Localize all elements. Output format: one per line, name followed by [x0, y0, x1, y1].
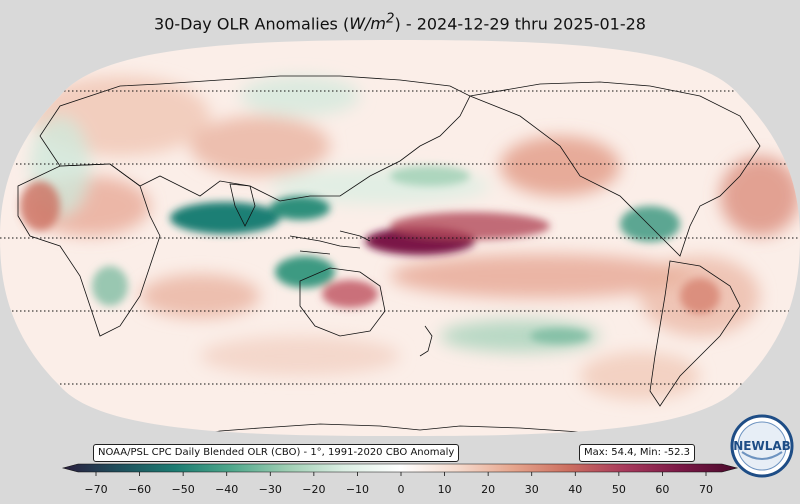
- colorbar: −70 −60 −50 −40 −30 −20 −10 0 10 20 30 40 50 60 70: [0, 460, 800, 500]
- data-source-note: NOAA/PSL CPC Daily Blended OLR (CBO) - 1…: [93, 444, 460, 462]
- colorbar-tick-label: −30: [259, 483, 282, 496]
- coastlines: [17, 75, 761, 436]
- colorbar-tick-label: −70: [84, 483, 107, 496]
- strong-anomalies: [20, 166, 720, 344]
- newlab-logo: NEWLAB: [730, 414, 794, 478]
- central-america-anomaly: [620, 206, 680, 242]
- colorbar-tick-label: 60: [655, 483, 669, 496]
- northern-australia-anomaly: [275, 256, 335, 288]
- south-america-outline: [649, 260, 741, 407]
- colorbar-tick-label: −20: [302, 483, 325, 496]
- north-america-outline: [468, 81, 761, 257]
- central-pacific-anomaly: [390, 212, 550, 240]
- colorbar-tick-label: 0: [398, 483, 405, 496]
- colorbar-tick-label: 50: [612, 483, 626, 496]
- colorbar-tick-label: 40: [568, 483, 582, 496]
- globe: [0, 40, 800, 436]
- new-zealand-outline: [419, 325, 433, 357]
- antarctica-outline: [179, 423, 641, 436]
- colorbar-ticks: −70 −60 −50 −40 −30 −20 −10 0 10 20 30 40 50 60 70: [84, 472, 713, 496]
- colorbar-tick-label: 30: [525, 483, 539, 496]
- logo-text: NEWLAB: [733, 439, 791, 453]
- colorbar-tick-label: −50: [172, 483, 195, 496]
- south-america-anomaly: [680, 278, 720, 314]
- maritime-continent-anomaly: [270, 196, 330, 220]
- colorbar-tick-label: −60: [128, 483, 151, 496]
- max-min-note: Max: 54.4, Min: -52.3: [579, 444, 696, 462]
- map-title: 30-Day OLR Anomalies (W/m2) - 2024-12-29…: [154, 12, 646, 34]
- eurasia-outline: [39, 75, 471, 202]
- colorbar-tick-label: 70: [699, 483, 713, 496]
- colorbar-tick-label: −40: [215, 483, 238, 496]
- india-outline: [229, 183, 256, 227]
- colorbar-tick-label: −10: [346, 483, 369, 496]
- colorbar-tick-label: 20: [481, 483, 495, 496]
- latitude-lines: [0, 90, 800, 385]
- olr-anomaly-map: [0, 36, 800, 440]
- colorbar-tick-label: 10: [438, 483, 452, 496]
- australia-outline: [299, 267, 386, 337]
- colorbar-gradient: [61, 463, 739, 473]
- indian-ocean-anomaly: [170, 202, 280, 234]
